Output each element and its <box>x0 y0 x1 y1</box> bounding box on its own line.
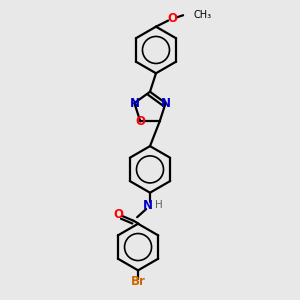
Text: O: O <box>167 12 177 25</box>
Text: N: N <box>142 199 153 212</box>
Text: O: O <box>114 208 124 221</box>
Text: O: O <box>135 115 145 128</box>
Text: Br: Br <box>130 275 146 288</box>
Text: N: N <box>160 97 171 110</box>
Text: CH₃: CH₃ <box>193 10 212 20</box>
Text: H: H <box>155 200 163 210</box>
Text: N: N <box>129 97 140 110</box>
